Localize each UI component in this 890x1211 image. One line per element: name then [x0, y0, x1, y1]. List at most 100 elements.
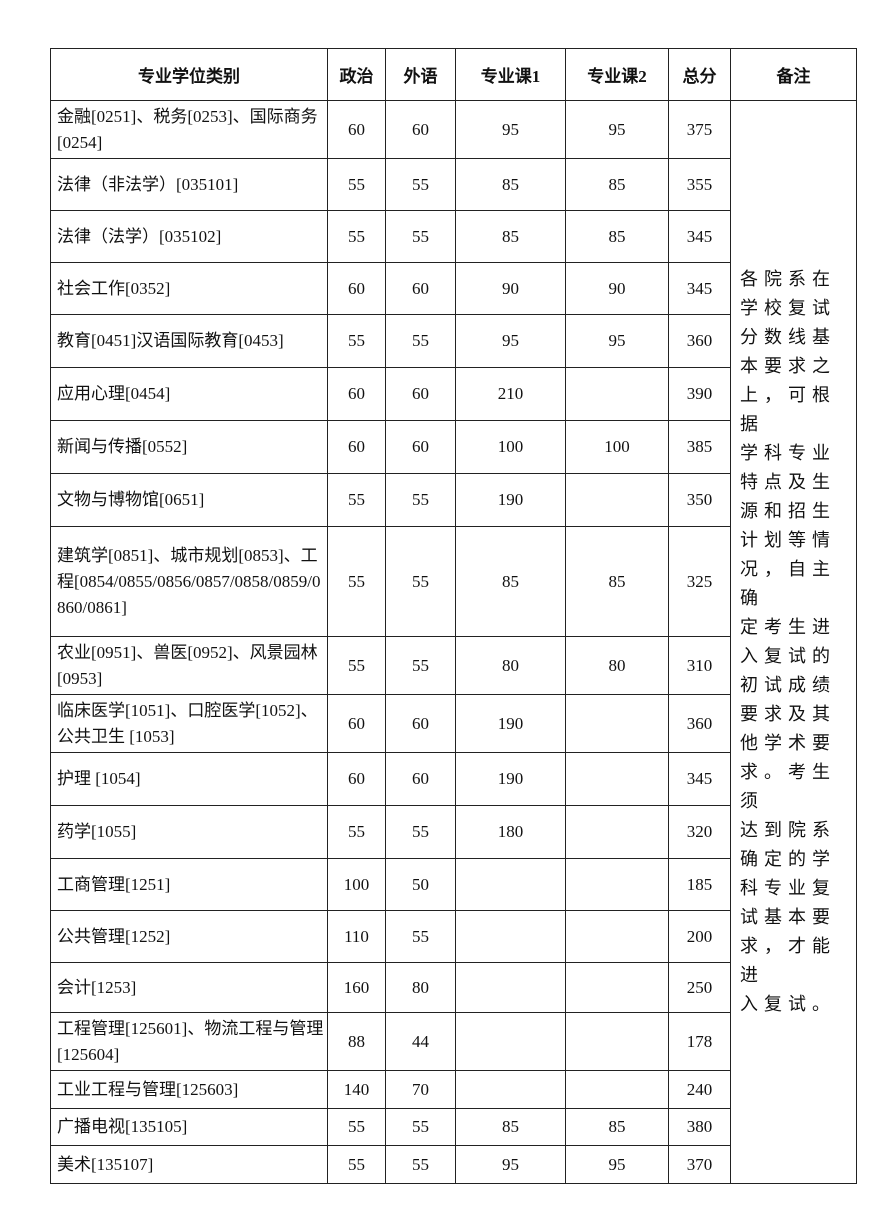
- course-2-cell: [565, 910, 669, 963]
- category-cell: 药学[1055]: [50, 805, 328, 859]
- politics-cell: 110: [327, 910, 386, 963]
- politics-cell: 55: [327, 473, 386, 527]
- table-row: 临床医学[1051]、口腔医学[1052]、公共卫生 [1053] 60 60 190…: [50, 694, 857, 753]
- course-2-cell: 85: [565, 210, 669, 263]
- category-cell: 法律（非法学）[035101]: [50, 158, 328, 211]
- foreign-language-cell: 80: [385, 962, 456, 1013]
- table-row: 农业[0951]、兽医[0952]、风景园林[0953] 55 55 80 80 310: [50, 636, 857, 695]
- total-cell: 178: [668, 1012, 731, 1071]
- foreign-language-cell: 55: [385, 526, 456, 637]
- total-cell: 200: [668, 910, 731, 963]
- course-1-cell: 90: [455, 262, 566, 315]
- header-category: 专业学位类别: [50, 48, 328, 101]
- category-cell: 临床医学[1051]、口腔医学[1052]、公共卫生 [1053]: [50, 694, 328, 753]
- total-cell: 345: [668, 262, 731, 315]
- table-row: 法律（非法学）[035101] 55 55 85 85 355: [50, 158, 857, 211]
- table-row: 新闻与传播[0552] 60 60 100 100 385: [50, 420, 857, 474]
- category-cell: 建筑学[0851]、城市规划[0853]、工程[0854/0855/0856/0…: [50, 526, 328, 637]
- course-2-cell: 95: [565, 314, 669, 368]
- header-foreign-language: 外语: [385, 48, 456, 101]
- course-1-cell: [455, 858, 566, 911]
- foreign-language-cell: 55: [385, 910, 456, 963]
- header-total: 总分: [668, 48, 731, 101]
- course-2-cell: [565, 752, 669, 806]
- foreign-language-cell: 60: [385, 420, 456, 474]
- table-row: 法律（法学）[035102] 55 55 85 85 345: [50, 210, 857, 263]
- category-cell: 金融[0251]、税务[0253]、国际商务[0254]: [50, 100, 328, 159]
- category-cell: 社会工作[0352]: [50, 262, 328, 315]
- category-cell: 广播电视[135105]: [50, 1108, 328, 1146]
- header-course-2: 专业课2: [565, 48, 669, 101]
- total-cell: 320: [668, 805, 731, 859]
- politics-cell: 60: [327, 262, 386, 315]
- category-cell: 美术[135107]: [50, 1145, 328, 1184]
- foreign-language-cell: 50: [385, 858, 456, 911]
- course-1-cell: 190: [455, 752, 566, 806]
- category-cell: 教育[0451]汉语国际教育[0453]: [50, 314, 328, 368]
- course-2-cell: [565, 1012, 669, 1071]
- header-course-1: 专业课1: [455, 48, 566, 101]
- foreign-language-cell: 44: [385, 1012, 456, 1071]
- total-cell: 345: [668, 210, 731, 263]
- total-cell: 390: [668, 367, 731, 421]
- politics-cell: 55: [327, 314, 386, 368]
- politics-cell: 55: [327, 1145, 386, 1184]
- course-2-cell: [565, 473, 669, 527]
- course-2-cell: [565, 962, 669, 1013]
- politics-cell: 55: [327, 636, 386, 695]
- table-row: 应用心理[0454] 60 60 210 390: [50, 367, 857, 421]
- table-row: 金融[0251]、税务[0253]、国际商务[0254] 60 60 95 95 375 各…: [50, 100, 857, 1184]
- course-1-cell: [455, 1070, 566, 1109]
- politics-cell: 55: [327, 158, 386, 211]
- politics-cell: 60: [327, 694, 386, 753]
- category-cell: 会计[1253]: [50, 962, 328, 1013]
- total-cell: 350: [668, 473, 731, 527]
- total-cell: 310: [668, 636, 731, 695]
- course-1-cell: [455, 962, 566, 1013]
- category-cell: 工业工程与管理[125603]: [50, 1070, 328, 1109]
- remarks-cell: 各院系在 学校复试 分数线基 本要求之 上，可根据 学科专业 特点及生 源和招生…: [730, 100, 857, 1184]
- table-row: 美术[135107] 55 55 95 95 370: [50, 1145, 857, 1184]
- course-1-cell: 210: [455, 367, 566, 421]
- politics-cell: 100: [327, 858, 386, 911]
- table-row: 护理 [1054] 60 60 190 345: [50, 752, 857, 806]
- table-row: 公共管理[1252] 110 55 200: [50, 910, 857, 963]
- course-2-cell: 95: [565, 1145, 669, 1184]
- course-1-cell: 85: [455, 1108, 566, 1146]
- category-cell: 护理 [1054]: [50, 752, 328, 806]
- foreign-language-cell: 60: [385, 752, 456, 806]
- course-1-cell: 85: [455, 526, 566, 637]
- total-cell: 385: [668, 420, 731, 474]
- course-1-cell: 100: [455, 420, 566, 474]
- foreign-language-cell: 70: [385, 1070, 456, 1109]
- table-row: 建筑学[0851]、城市规划[0853]、工程[0854/0855/0856/0…: [50, 526, 857, 637]
- foreign-language-cell: 55: [385, 473, 456, 527]
- course-1-cell: 80: [455, 636, 566, 695]
- foreign-language-cell: 55: [385, 636, 456, 695]
- total-cell: 360: [668, 694, 731, 753]
- category-cell: 新闻与传播[0552]: [50, 420, 328, 474]
- politics-cell: 55: [327, 805, 386, 859]
- course-1-cell: 95: [455, 1145, 566, 1184]
- foreign-language-cell: 60: [385, 262, 456, 315]
- total-cell: 355: [668, 158, 731, 211]
- politics-cell: 55: [327, 526, 386, 637]
- course-2-cell: [565, 367, 669, 421]
- course-2-cell: [565, 858, 669, 911]
- header-politics: 政治: [327, 48, 386, 101]
- foreign-language-cell: 55: [385, 210, 456, 263]
- course-2-cell: 80: [565, 636, 669, 695]
- course-1-cell: [455, 1012, 566, 1071]
- foreign-language-cell: 55: [385, 314, 456, 368]
- category-cell: 法律（法学）[035102]: [50, 210, 328, 263]
- course-2-cell: 100: [565, 420, 669, 474]
- table-row: 会计[1253] 160 80 250: [50, 962, 857, 1013]
- category-cell: 文物与博物馆[0651]: [50, 473, 328, 527]
- table-row: 教育[0451]汉语国际教育[0453] 55 55 95 95 360: [50, 314, 857, 368]
- politics-cell: 60: [327, 420, 386, 474]
- total-cell: 325: [668, 526, 731, 637]
- foreign-language-cell: 55: [385, 805, 456, 859]
- category-cell: 工商管理[1251]: [50, 858, 328, 911]
- table-row: 社会工作[0352] 60 60 90 90 345: [50, 262, 857, 315]
- politics-cell: 160: [327, 962, 386, 1013]
